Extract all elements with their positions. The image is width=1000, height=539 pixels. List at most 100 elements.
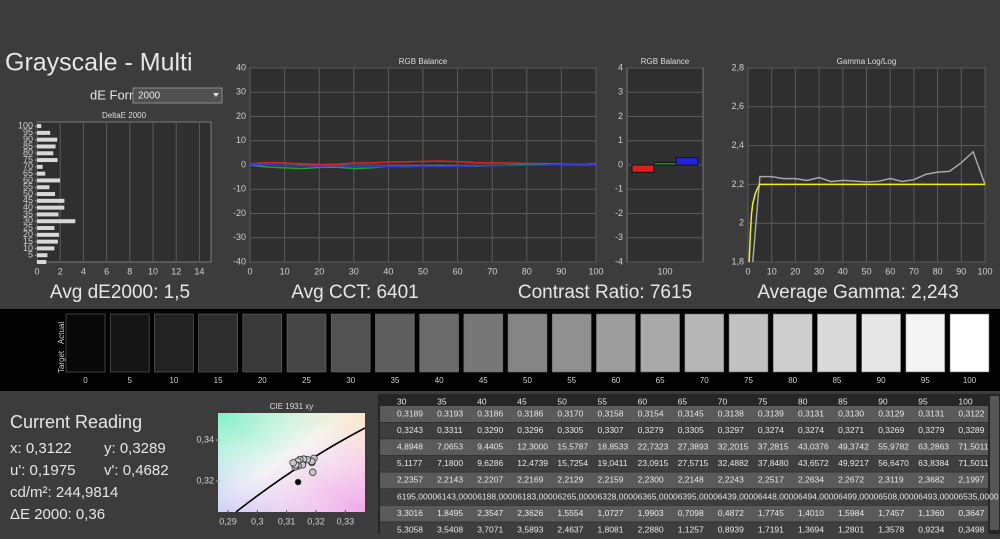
- y-tick-label: 85: [23, 141, 33, 151]
- y-tick-label: 25: [23, 222, 33, 232]
- bar: [37, 246, 55, 251]
- table-cell: 0,3189: [397, 408, 423, 418]
- table-cell: 1,1360: [918, 508, 944, 518]
- table-cell: 6143,0000: [437, 491, 477, 501]
- swatch-label: 65: [656, 376, 665, 385]
- y-tick-label: -3: [615, 232, 623, 242]
- series-line: [748, 183, 985, 263]
- swatch: [109, 313, 150, 373]
- y-tick-label: 5: [28, 250, 33, 260]
- table-cell: 63,2863: [918, 441, 949, 451]
- table-cell: 0,3193: [437, 408, 463, 418]
- table-cell: 1,5984: [838, 508, 864, 518]
- swatch-label: 50: [523, 376, 532, 385]
- x-tick-label: 0,31: [278, 516, 296, 526]
- table-cell: 0,3290: [477, 425, 503, 435]
- table-cell: 27,5715: [678, 458, 709, 468]
- bar: [653, 162, 677, 166]
- x-tick-label: 0,29: [219, 516, 237, 526]
- table-cell: 55,9782: [878, 441, 909, 451]
- swatch: [65, 313, 106, 373]
- y-tick-label: 0: [241, 159, 246, 169]
- swatch-label: 80: [788, 376, 797, 385]
- table-cell: 6395,0000: [678, 491, 718, 501]
- y-tick-label: 2: [739, 218, 744, 228]
- y-tick-label: 1: [618, 135, 623, 145]
- bar: [37, 137, 58, 142]
- summary-stat: Avg dE2000: 1,5: [50, 282, 190, 303]
- table-cell: 1,2801: [838, 524, 864, 534]
- swatch-label: 0: [83, 376, 88, 385]
- table-cell: 0,4872: [718, 508, 744, 518]
- y-tick-label: 3: [618, 87, 623, 97]
- swatch: [772, 313, 813, 373]
- table-header: 60: [638, 396, 648, 406]
- table-cell: 9,6286: [477, 458, 503, 468]
- y-tick-label: 60: [23, 175, 33, 185]
- y-tick-label: 95: [23, 127, 33, 137]
- swatch-label: 30: [346, 376, 355, 385]
- table-header: 50: [557, 396, 567, 406]
- scrollbar[interactable]: [990, 396, 999, 530]
- y-tick-label: 2,6: [731, 101, 744, 111]
- swatch: [728, 313, 769, 373]
- swatch-label: 85: [832, 376, 841, 385]
- table-cell: 0,8939: [718, 524, 744, 534]
- table-cell: 63,8384: [918, 458, 949, 468]
- table-cell: 27,3893: [678, 441, 709, 451]
- bar: [675, 157, 699, 166]
- table-cell: 2,2300: [638, 475, 664, 485]
- swatch: [198, 313, 238, 373]
- swatch-label: 10: [169, 376, 178, 385]
- table-cell: 6439,0000: [718, 491, 758, 501]
- table-cell: 0,3243: [397, 425, 423, 435]
- y-tick-label: 2: [618, 111, 623, 121]
- bar: [631, 164, 655, 173]
- row-label: Actual: [57, 322, 66, 344]
- table-cell: 71,5011: [958, 441, 988, 451]
- table-row: [380, 455, 988, 472]
- table-header: 55: [598, 396, 608, 406]
- table-cell: 0,3647: [958, 508, 984, 518]
- swatch-label: 5: [127, 376, 132, 385]
- y-tick-label: 35: [23, 209, 33, 219]
- reading-value: cd/m²: 244,9814: [10, 484, 118, 501]
- table-cell: 32,2015: [718, 441, 749, 451]
- table-cell: 0,3170: [557, 408, 583, 418]
- table-cell: 0,7098: [678, 508, 704, 518]
- table-cell: 0,3498: [958, 524, 984, 534]
- table-cell: 7,0653: [437, 441, 463, 451]
- swatch-label: 75: [744, 376, 753, 385]
- table-cell: 0,3305: [557, 425, 583, 435]
- table-cell: 43,6572: [798, 458, 829, 468]
- dropdown-arrow[interactable]: [213, 93, 219, 97]
- row-label: Target: [57, 350, 66, 373]
- table-cell: 32,4882: [718, 458, 749, 468]
- bar: [37, 226, 55, 231]
- table-cell: 1,8495: [437, 508, 463, 518]
- de-formula-value[interactable]: 2000: [138, 91, 161, 102]
- table-cell: 0,3138: [718, 408, 744, 418]
- y-tick-label: 0: [618, 159, 623, 169]
- table-row: [380, 489, 988, 505]
- de-formula-select[interactable]: [132, 87, 223, 104]
- bar: [37, 205, 65, 210]
- swatch: [596, 313, 636, 373]
- table-cell: 6448,0000: [758, 491, 798, 501]
- plot-area: [36, 121, 212, 263]
- table-cell: 0,3274: [798, 425, 824, 435]
- swatch: [375, 313, 415, 373]
- y-tick-label: 100: [18, 120, 33, 130]
- table-cell: 1,7457: [878, 508, 904, 518]
- table-cell: 2,2129: [557, 475, 583, 485]
- table-cell: 2,3682: [918, 475, 944, 485]
- bar: [37, 192, 56, 197]
- table-cell: 1,5554: [557, 508, 583, 518]
- swatch-label: 55: [567, 376, 576, 385]
- table-cell: 23,0915: [638, 458, 669, 468]
- table-cell: 2,4637: [557, 524, 583, 534]
- table-cell: 49,3742: [838, 441, 869, 451]
- table-cell: 2,3119: [878, 475, 904, 485]
- table-cell: 0,3279: [638, 425, 664, 435]
